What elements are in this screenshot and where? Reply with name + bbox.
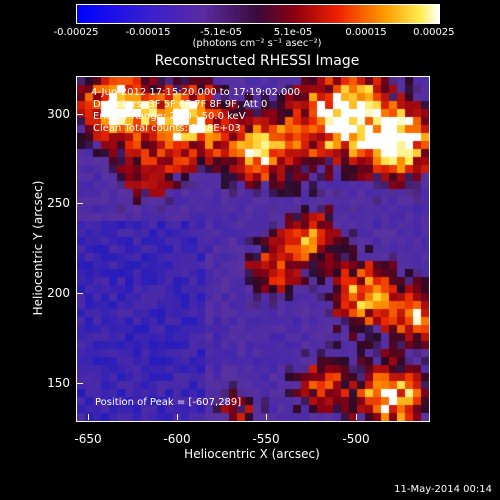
x-tick-mark — [177, 414, 178, 420]
colorbar-tick-label: -0.00025 — [53, 27, 99, 38]
colorbar-gradient — [77, 5, 439, 23]
colorbar-tick-label: 5.1e-05 — [273, 27, 313, 38]
y-tick-mark — [77, 203, 83, 204]
clean-counts-annotation: Clean Total counts: 3.48E+03 — [93, 123, 241, 134]
peak-position-annotation: Position of Peak = [-607,289] — [95, 397, 242, 408]
y-tick-mark — [77, 383, 83, 384]
x-tick-label: -600 — [163, 432, 191, 446]
x-tick-label: -650 — [74, 432, 102, 446]
x-tick-mark — [266, 414, 267, 420]
heatmap-image — [77, 77, 429, 421]
y-tick-label: 200 — [47, 286, 70, 300]
x-tick-mark — [88, 414, 89, 420]
x-tick-label: -550 — [252, 432, 280, 446]
x-tick-label: -500 — [342, 432, 370, 446]
y-tick-mark — [77, 293, 83, 294]
y-tick-label: 250 — [47, 196, 70, 210]
time-range-annotation: 4-Jun-2012 17:15:20.000 to 17:19:02.000 — [91, 87, 301, 98]
y-tick-label: 300 — [47, 107, 70, 121]
colorbar — [76, 4, 440, 24]
plot-date-stamp: 11-May-2014 00:14 — [394, 484, 492, 495]
colorbar-tick-label: 0.00015 — [345, 27, 387, 38]
x-tick-mark — [356, 414, 357, 420]
colorbar-tick-label: -0.00015 — [125, 27, 171, 38]
colorbar-tick-label: -5.1e-05 — [200, 27, 242, 38]
y-axis-label: Heliocentric Y (arcsec) — [31, 180, 45, 316]
y-tick-label: 150 — [47, 376, 70, 390]
colorbar-tick-label: 0.00025 — [413, 27, 455, 38]
detectors-annotation: Detectors: 3F 5F 6F 7F 8F 9F, Att 0 — [93, 99, 268, 110]
x-axis-label: Heliocentric X (arcsec) — [184, 447, 320, 461]
plot-area: 4-Jun-2012 17:15:20.000 to 17:19:02.000 … — [76, 76, 430, 422]
chart-title: Reconstructed RHESSI Image — [154, 53, 360, 69]
energy-range-annotation: Energy Range: 25.0 - 50.0 keV — [93, 111, 246, 122]
colorbar-unit-label: (photons cm⁻² s⁻¹ asec⁻²) — [192, 38, 322, 49]
y-tick-mark — [77, 114, 83, 115]
